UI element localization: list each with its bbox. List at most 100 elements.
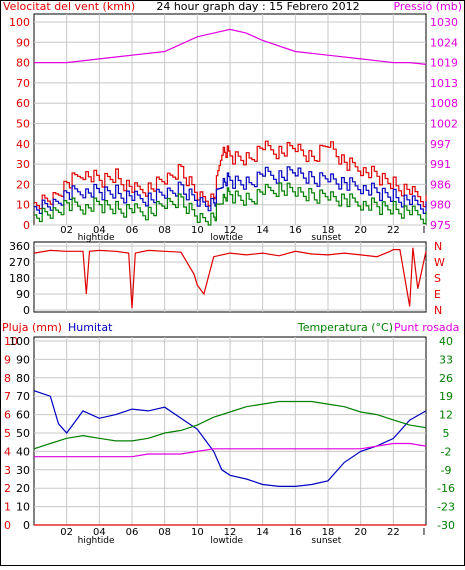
rain-y-tick: 7: [4, 390, 11, 403]
hour-tick-label: 16: [289, 225, 302, 236]
wind-y-tick: 10: [16, 199, 30, 212]
rain-axis-title: Pluja (mm): [2, 321, 62, 334]
temp-y-tick: 12: [439, 409, 453, 422]
wind-y-tick: 70: [16, 77, 30, 90]
rain-y-tick: 3: [4, 464, 11, 477]
wind-y-tick: 0: [23, 219, 30, 232]
pressure-y-tick: 975: [430, 219, 451, 232]
dewpoint-legend: Punt rosada: [394, 321, 459, 334]
series-humitat-line: [33, 390, 427, 487]
hour-tick-label: 02: [60, 527, 73, 538]
compass-tick: W: [434, 256, 445, 269]
rain-y-tick: 0: [4, 519, 11, 532]
pressure-y-tick: 1024: [430, 36, 458, 49]
hour-tick-label: I: [423, 527, 426, 538]
hour-tick-label: 10: [191, 527, 204, 538]
wind-y-tick: 20: [16, 178, 30, 191]
hour-tick-label: 06: [126, 527, 139, 538]
pressure-line: [34, 28, 427, 65]
wind-y-tick: 90: [16, 36, 30, 49]
series-punt-rosada-line: [34, 442, 427, 458]
wind-y-tick: 40: [16, 138, 30, 151]
rain-y-tick: 10: [4, 335, 18, 348]
hour-tick-label: 14: [256, 527, 269, 538]
humidity-legend: Humitat: [68, 321, 113, 334]
humidity-y-tick: 0: [23, 519, 30, 532]
temperature-legend: Temperatura (°C): [297, 321, 393, 334]
rain-y-tick: 4: [4, 445, 11, 458]
pressure-y-tick: 986: [430, 178, 451, 191]
humidity-y-tick: 30: [16, 464, 30, 477]
hour-tick-label: 22: [387, 527, 400, 538]
hour-tick-label: 04: [93, 225, 106, 236]
temp-y-tick: -23: [437, 501, 455, 514]
rain-y-tick: 1: [4, 501, 11, 514]
hour-tick-label: 16: [289, 527, 302, 538]
chart-title: 24 hour graph day : 15 Febrero 2012: [156, 0, 359, 13]
hour-tick-label: 20: [354, 527, 367, 538]
direction-y-tick: 0: [23, 304, 30, 317]
temp-y-tick: 33: [439, 353, 453, 366]
wind-y-tick: 100: [9, 16, 30, 29]
humidity-y-tick: 70: [16, 390, 30, 403]
hour-tick-label: 02: [60, 225, 73, 236]
hour-tick-label: 12: [224, 527, 237, 538]
hour-tick-label: 12: [224, 225, 237, 236]
compass-tick: E: [434, 288, 441, 301]
wind-direction-line: [33, 247, 427, 309]
hour-tick-label: 22: [387, 225, 400, 236]
pressure-y-tick: 1002: [430, 118, 458, 131]
pressure-y-tick: 997: [430, 138, 451, 151]
hour-tick-label: 08: [158, 225, 171, 236]
hour-tick-label: I: [423, 225, 426, 236]
direction-y-tick: 180: [9, 272, 30, 285]
pressure-y-tick: 1013: [430, 77, 458, 90]
hour-tick-label: 18: [322, 225, 335, 236]
hour-tick-label: 10: [191, 225, 204, 236]
wind-min-line: [34, 182, 427, 226]
pressure-axis-title: Pressió (mb): [393, 0, 462, 13]
temp-y-tick: -9: [441, 464, 452, 477]
humidity-y-tick: 100: [9, 335, 30, 348]
pressure-y-tick: 980: [430, 199, 451, 212]
direction-y-tick: 90: [16, 288, 30, 301]
hour-tick-label: 04: [93, 527, 106, 538]
hour-tick-label: 14: [256, 225, 269, 236]
compass-tick: N: [434, 240, 442, 253]
rain-y-tick: 8: [4, 372, 11, 385]
pressure-y-tick: 1030: [430, 16, 458, 29]
humidity-y-tick: 80: [16, 372, 30, 385]
rain-y-tick: 2: [4, 482, 11, 495]
hour-tick-label: 20: [354, 225, 367, 236]
pressure-y-tick: 1019: [430, 57, 458, 70]
humidity-y-tick: 40: [16, 445, 30, 458]
compass-tick: N: [434, 304, 442, 317]
temp-y-tick: -16: [437, 482, 455, 495]
wind-y-tick: 50: [16, 118, 30, 131]
wind-y-tick: 30: [16, 158, 30, 171]
hour-tick-label: 06: [126, 225, 139, 236]
humidity-y-tick: 20: [16, 482, 30, 495]
pressure-y-tick: 1008: [430, 97, 458, 110]
series-temperatura-c--line: [33, 400, 427, 450]
humidity-y-tick: 50: [16, 427, 30, 440]
tide-label: hightide: [78, 233, 115, 243]
rain-y-tick: 9: [4, 353, 11, 366]
hour-tick-label: 08: [158, 527, 171, 538]
temp-y-tick: -2: [441, 445, 452, 458]
direction-y-tick: 360: [9, 240, 30, 253]
tide-label: sunset: [311, 233, 341, 243]
rain-y-tick: 5: [4, 427, 11, 440]
wind-gust-line: [34, 140, 427, 210]
temp-y-tick: 26: [439, 372, 453, 385]
rain-y-tick: 6: [4, 409, 11, 422]
temp-y-tick: 5: [443, 427, 450, 440]
wind-axis-title: Velocitat del vent (kmh): [3, 0, 135, 13]
tide-label: lowtide: [210, 536, 243, 546]
hour-tick-label: 18: [322, 527, 335, 538]
tide-label: sunset: [311, 536, 341, 546]
temp-y-tick: -30: [437, 519, 455, 532]
